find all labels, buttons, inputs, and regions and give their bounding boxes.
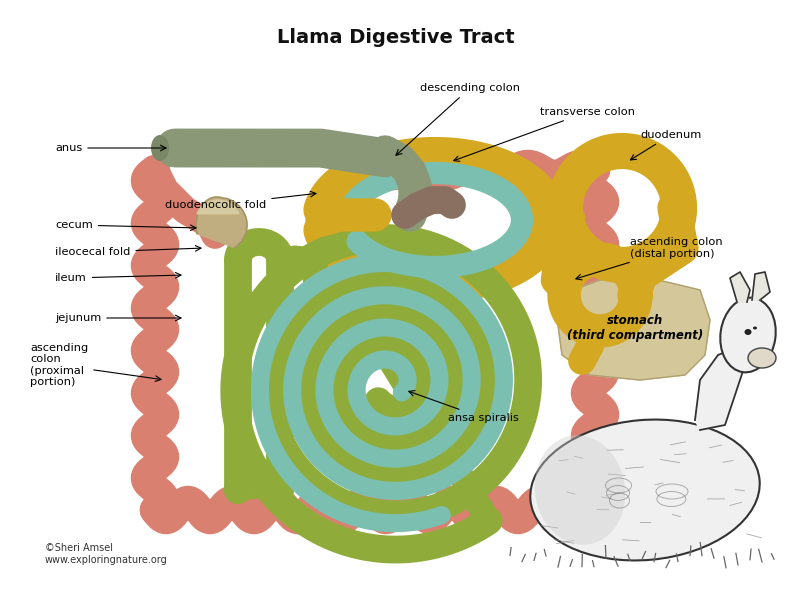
Polygon shape	[197, 200, 239, 214]
Text: ©Sheri Amsel
www.exploringnature.org: ©Sheri Amsel www.exploringnature.org	[45, 543, 168, 565]
Ellipse shape	[753, 326, 757, 329]
Text: Llama Digestive Tract: Llama Digestive Tract	[277, 28, 515, 47]
Text: anus: anus	[55, 143, 166, 153]
Polygon shape	[196, 197, 247, 248]
Text: descending colon: descending colon	[396, 83, 520, 155]
Polygon shape	[558, 278, 710, 380]
Ellipse shape	[151, 135, 169, 161]
Text: ascending
colon
(proximal
portion): ascending colon (proximal portion)	[30, 343, 161, 387]
Polygon shape	[695, 348, 750, 430]
Text: duodenocolic fold: duodenocolic fold	[165, 192, 316, 210]
Ellipse shape	[535, 435, 626, 545]
Ellipse shape	[158, 133, 192, 163]
Text: stomach
(third compartment): stomach (third compartment)	[567, 314, 703, 342]
Text: ileum: ileum	[55, 272, 181, 283]
Polygon shape	[752, 272, 770, 300]
Text: ascending colon
(distal portion): ascending colon (distal portion)	[576, 237, 722, 280]
Ellipse shape	[531, 420, 760, 561]
Text: transverse colon: transverse colon	[454, 107, 635, 162]
Text: jejunum: jejunum	[55, 313, 181, 323]
Ellipse shape	[748, 348, 776, 368]
Text: ansa spiralis: ansa spiralis	[409, 390, 519, 423]
Ellipse shape	[720, 297, 775, 372]
Ellipse shape	[744, 329, 752, 335]
Text: duodenum: duodenum	[630, 130, 701, 160]
Polygon shape	[730, 272, 750, 302]
Text: cecum: cecum	[55, 220, 196, 231]
Text: ileocecal fold: ileocecal fold	[55, 245, 201, 257]
